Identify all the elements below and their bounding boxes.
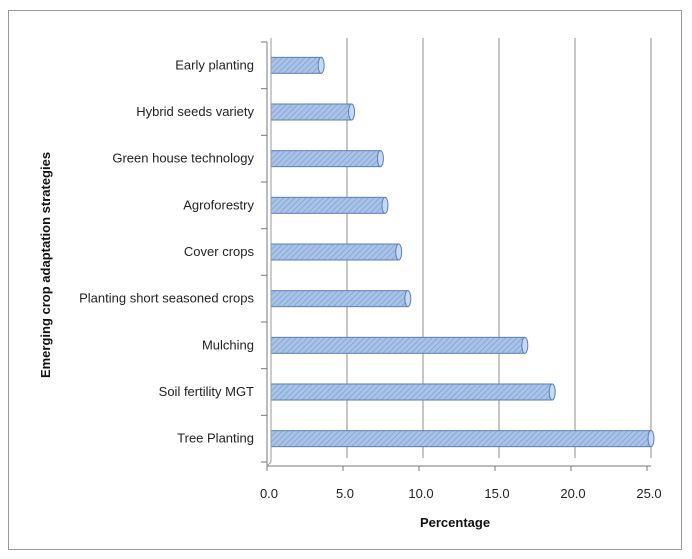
x-tick-labels: 0.0 5.0 10.0 15.0 20.0 25.0 xyxy=(260,486,662,501)
bar-cap xyxy=(404,290,412,308)
bar-cap xyxy=(521,336,529,354)
bar-cap xyxy=(381,196,389,214)
category-label: Early planting xyxy=(175,57,254,72)
bar xyxy=(270,243,403,261)
x-tick-label: 10.0 xyxy=(408,486,433,501)
x-tick-label: 0.0 xyxy=(260,486,278,501)
category-label: Planting short seasoned crops xyxy=(79,291,254,306)
bar-cap xyxy=(647,430,655,448)
bar-body xyxy=(270,103,353,121)
chart-frame xyxy=(8,10,682,550)
bar xyxy=(270,196,389,214)
x-tick-label: 25.0 xyxy=(636,486,661,501)
bar-body xyxy=(270,196,386,214)
category-label: Mulching xyxy=(202,337,254,352)
bar xyxy=(270,336,529,354)
category-label: Soil fertility MGT xyxy=(159,384,254,399)
bar-cap xyxy=(348,103,356,121)
bar xyxy=(270,56,325,74)
bar xyxy=(270,103,356,121)
category-label: Agroforestry xyxy=(183,197,254,212)
bar-body xyxy=(270,336,526,354)
bar xyxy=(270,290,412,308)
bar-body xyxy=(270,290,409,308)
x-tick-label: 15.0 xyxy=(484,486,509,501)
bar-body xyxy=(270,56,322,74)
bars xyxy=(270,56,655,448)
bar xyxy=(270,383,556,401)
bar xyxy=(270,430,655,448)
x-axis-title: Percentage xyxy=(420,515,490,530)
bar-body xyxy=(270,150,381,168)
bar-cap xyxy=(395,243,403,261)
axes xyxy=(261,38,651,471)
bar xyxy=(270,150,384,168)
y-axis-title: Emerging crop adaptation strategies xyxy=(38,152,53,378)
bar-body xyxy=(270,243,400,261)
bar-cap xyxy=(548,383,556,401)
category-label: Green house technology xyxy=(112,151,254,166)
bar-cap xyxy=(317,56,325,74)
category-labels: Early planting Hybrid seeds variety Green … xyxy=(79,57,254,445)
category-label: Hybrid seeds variety xyxy=(136,104,254,119)
axis-corner-line xyxy=(266,461,272,467)
category-label: Cover crops xyxy=(184,244,255,259)
bar-body xyxy=(270,383,553,401)
x-tick-label: 20.0 xyxy=(560,486,585,501)
bar-cap xyxy=(376,150,384,168)
bar-body xyxy=(270,430,652,448)
x-tick-label: 5.0 xyxy=(336,486,354,501)
category-label: Tree Planting xyxy=(177,431,254,446)
